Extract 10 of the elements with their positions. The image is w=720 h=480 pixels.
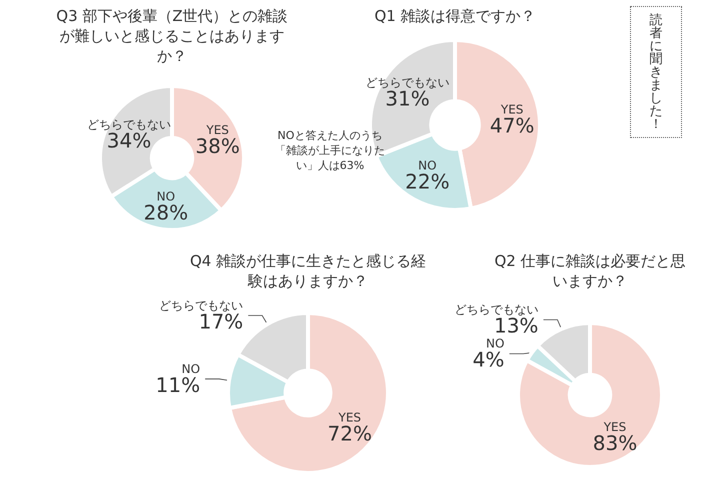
- chart-title: Q2 仕事に雑談は必要だと思いますか？: [493, 251, 687, 291]
- text: NOと答えた人のうち「雑談が上手になりたい」人は63%: [274, 128, 386, 173]
- slice-label: どちらでもない: [454, 302, 538, 317]
- slice-label: どちらでもない: [159, 298, 244, 313]
- chart-title: Q3 部下や後輩（Z世代）との雑談が難しいと感じることはありますか？: [55, 6, 289, 66]
- chart-title: Q1 雑談は得意ですか？: [373, 6, 537, 26]
- chart-title: 読者に聞きました！: [650, 12, 662, 132]
- chart-title: Q4 雑談が仕事に生きたと感じる経験はありますか？: [188, 251, 428, 291]
- slice-label: どちらでもない: [86, 117, 171, 132]
- slice-label: どちらでもない: [366, 76, 450, 90]
